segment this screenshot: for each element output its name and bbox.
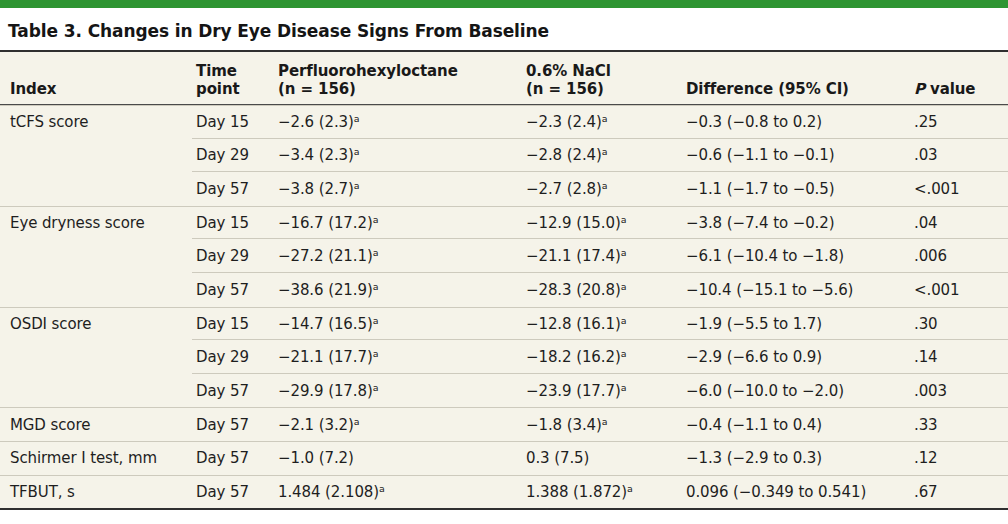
cell-difference: −1.3 (−2.9 to 0.3) — [686, 449, 914, 467]
cell-drug-value: −2.6 (2.3)ᵃ — [278, 113, 526, 131]
cell-drug-value: −14.7 (16.5)ᵃ — [278, 315, 526, 333]
cell-p-value: .14 — [914, 348, 1008, 366]
cell-difference: −0.3 (−0.8 to 0.2) — [686, 113, 914, 131]
cell-difference: 0.096 (−0.349 to 0.541) — [686, 483, 914, 501]
cell-index: MGD score — [10, 416, 196, 434]
cell-drug-value: −3.4 (2.3)ᵃ — [278, 146, 526, 164]
page-root: { "title": "Table 3. Changes in Dry Eye … — [0, 0, 1008, 524]
cell-index: Eye dryness score — [10, 214, 196, 232]
table-row: Day 57 −29.9 (17.8)ᵃ −23.9 (17.7)ᵃ −6.0 … — [0, 374, 1008, 408]
cell-time-point: Day 15 — [196, 113, 278, 131]
table-row: Day 29 −27.2 (21.1)ᵃ −21.1 (17.4)ᵃ −6.1 … — [0, 239, 1008, 273]
cell-difference: −10.4 (−15.1 to −5.6) — [686, 281, 914, 299]
cell-difference: −6.1 (−10.4 to −1.8) — [686, 247, 914, 265]
cell-drug-value: −29.9 (17.8)ᵃ — [278, 382, 526, 400]
cell-nacl-value: −21.1 (17.4)ᵃ — [526, 247, 686, 265]
cell-nacl-value: −2.3 (2.4)ᵃ — [526, 113, 686, 131]
table-row: Day 57 −3.8 (2.7)ᵃ −2.7 (2.8)ᵃ −1.1 (−1.… — [0, 172, 1008, 206]
cell-p-value: .30 — [914, 315, 1008, 333]
column-header-difference: Difference (95% CI) — [686, 80, 914, 98]
table-row: MGD score Day 57 −2.1 (3.2)ᵃ −1.8 (3.4)ᵃ… — [0, 407, 1008, 441]
data-table: Index Time point Perfluorohexyloctane (n… — [0, 50, 1008, 510]
cell-p-value: .003 — [914, 382, 1008, 400]
table-row: TFBUT, s Day 57 1.484 (2.108)ᵃ 1.388 (1.… — [0, 475, 1008, 509]
p-value-rest: value — [925, 80, 976, 98]
cell-time-point: Day 57 — [196, 483, 278, 501]
header-row: Index Time point Perfluorohexyloctane (n… — [0, 52, 1008, 105]
table-title: Table 3. Changes in Dry Eye Disease Sign… — [0, 8, 1008, 50]
cell-time-point: Day 29 — [196, 247, 278, 265]
column-header-perfluorohexyloctane: Perfluorohexyloctane (n = 156) — [278, 62, 526, 98]
table-row: Day 29 −3.4 (2.3)ᵃ −2.8 (2.4)ᵃ −0.6 (−1.… — [0, 139, 1008, 173]
table-row: Day 57 −38.6 (21.9)ᵃ −28.3 (20.8)ᵃ −10.4… — [0, 273, 1008, 307]
cell-drug-value: −2.1 (3.2)ᵃ — [278, 416, 526, 434]
cell-difference: −0.6 (−1.1 to −0.1) — [686, 146, 914, 164]
cell-time-point: Day 15 — [196, 214, 278, 232]
cell-time-point: Day 57 — [196, 416, 278, 434]
cell-p-value: .67 — [914, 483, 1008, 501]
cell-nacl-value: −1.8 (3.4)ᵃ — [526, 416, 686, 434]
cell-time-point: Day 29 — [196, 146, 278, 164]
cell-time-point: Day 57 — [196, 281, 278, 299]
column-header-time-point: Time point — [196, 62, 278, 98]
accent-bar — [0, 0, 1008, 8]
column-header-p-value: P value — [914, 80, 1008, 98]
cell-p-value: .006 — [914, 247, 1008, 265]
table-row: Day 29 −21.1 (17.7)ᵃ −18.2 (16.2)ᵃ −2.9 … — [0, 340, 1008, 374]
cell-nacl-value: −2.7 (2.8)ᵃ — [526, 180, 686, 198]
cell-nacl-value: −2.8 (2.4)ᵃ — [526, 146, 686, 164]
cell-nacl-value: 0.3 (7.5) — [526, 449, 686, 467]
cell-difference: −1.9 (−5.5 to 1.7) — [686, 315, 914, 333]
cell-time-point: Day 15 — [196, 315, 278, 333]
cell-time-point: Day 57 — [196, 180, 278, 198]
cell-time-point: Day 57 — [196, 382, 278, 400]
cell-p-value: .03 — [914, 146, 1008, 164]
cell-nacl-value: 1.388 (1.872)ᵃ — [526, 483, 686, 501]
cell-index: TFBUT, s — [10, 483, 196, 501]
cell-nacl-value: −28.3 (20.8)ᵃ — [526, 281, 686, 299]
cell-drug-value: −27.2 (21.1)ᵃ — [278, 247, 526, 265]
table-row: tCFS score Day 15 −2.6 (2.3)ᵃ −2.3 (2.4)… — [0, 105, 1008, 139]
cell-difference: −3.8 (−7.4 to −0.2) — [686, 214, 914, 232]
cell-difference: −6.0 (−10.0 to −2.0) — [686, 382, 914, 400]
cell-p-value: .04 — [914, 214, 1008, 232]
cell-difference: −1.1 (−1.7 to −0.5) — [686, 180, 914, 198]
cell-p-value: <.001 — [914, 281, 1008, 299]
cell-index: OSDI score — [10, 315, 196, 333]
cell-drug-value: 1.484 (2.108)ᵃ — [278, 483, 526, 501]
cell-drug-value: −3.8 (2.7)ᵃ — [278, 180, 526, 198]
cell-drug-value: −38.6 (21.9)ᵃ — [278, 281, 526, 299]
cell-nacl-value: −12.9 (15.0)ᵃ — [526, 214, 686, 232]
cell-drug-value: −16.7 (17.2)ᵃ — [278, 214, 526, 232]
column-header-nacl: 0.6% NaCl (n = 156) — [526, 62, 686, 98]
column-header-index: Index — [10, 80, 196, 98]
cell-difference: −2.9 (−6.6 to 0.9) — [686, 348, 914, 366]
table-row: Schirmer I test, mm Day 57 −1.0 (7.2) 0.… — [0, 441, 1008, 475]
cell-time-point: Day 29 — [196, 348, 278, 366]
cell-nacl-value: −12.8 (16.1)ᵃ — [526, 315, 686, 333]
cell-drug-value: −1.0 (7.2) — [278, 449, 526, 467]
cell-p-value: <.001 — [914, 180, 1008, 198]
cell-p-value: .12 — [914, 449, 1008, 467]
cell-index: tCFS score — [10, 113, 196, 131]
table-row: Eye dryness score Day 15 −16.7 (17.2)ᵃ −… — [0, 206, 1008, 240]
cell-index: Schirmer I test, mm — [10, 449, 196, 467]
cell-difference: −0.4 (−1.1 to 0.4) — [686, 416, 914, 434]
cell-time-point: Day 57 — [196, 449, 278, 467]
cell-nacl-value: −18.2 (16.2)ᵃ — [526, 348, 686, 366]
p-value-italic-p: P — [914, 80, 925, 98]
cell-p-value: .33 — [914, 416, 1008, 434]
cell-nacl-value: −23.9 (17.7)ᵃ — [526, 382, 686, 400]
table-row: OSDI score Day 15 −14.7 (16.5)ᵃ −12.8 (1… — [0, 307, 1008, 341]
cell-drug-value: −21.1 (17.7)ᵃ — [278, 348, 526, 366]
cell-p-value: .25 — [914, 113, 1008, 131]
